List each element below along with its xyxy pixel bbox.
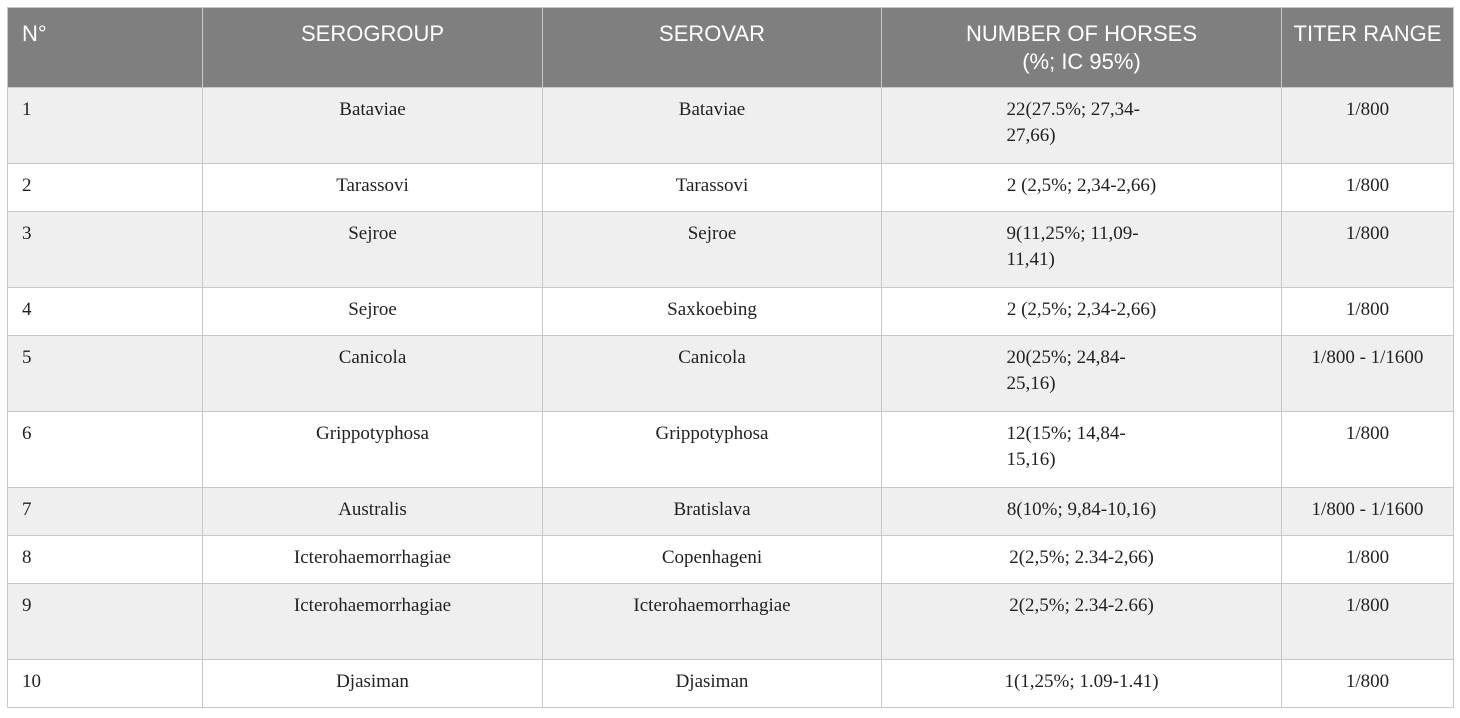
serovar-table: N° SEROGROUP SEROVAR NUMBER OF HORSES (%… [7, 7, 1454, 708]
cell-serogroup: Australis [202, 487, 543, 536]
cell-serovar: Icterohaemorrhagiae [542, 583, 882, 660]
cell-serovar: Grippotyphosa [542, 411, 882, 488]
cell-serogroup: Icterohaemorrhagiae [202, 583, 543, 660]
cell-serogroup: Sejroe [202, 211, 543, 288]
cell-horses: 22(27.5%; 27,34-27,66) [881, 87, 1282, 164]
cell-no: 2 [7, 163, 203, 212]
cell-titer: 1/800 [1281, 411, 1454, 488]
cell-titer: 1/800 [1281, 659, 1454, 708]
cell-serovar: Bataviae [542, 87, 882, 164]
table-row: 3 Sejroe Sejroe 9(11,25%; 11,09-11,41) 1… [7, 211, 1454, 288]
cell-titer: 1/800 [1281, 287, 1454, 336]
cell-horses-text: 1(1,25%; 1.09-1.41) [1004, 671, 1159, 692]
cell-titer: 1/800 [1281, 535, 1454, 584]
cell-horses: 9(11,25%; 11,09-11,41) [881, 211, 1282, 288]
table-row: 6 Grippotyphosa Grippotyphosa 12(15%; 14… [7, 411, 1454, 488]
cell-horses-text: 20(25%; 24,84-25,16) [1006, 347, 1126, 394]
cell-serovar: Canicola [542, 335, 882, 412]
cell-horses-text: 9(11,25%; 11,09-11,41) [1006, 223, 1139, 270]
cell-horses: 8(10%; 9,84-10,16) [881, 487, 1282, 536]
cell-serovar: Saxkoebing [542, 287, 882, 336]
cell-titer: 1/800 - 1/1600 [1281, 335, 1454, 412]
table-row: 8 Icterohaemorrhagiae Copenhageni 2(2,5%… [7, 535, 1454, 584]
cell-serogroup: Bataviae [202, 87, 543, 164]
cell-horses: 12(15%; 14,84-15,16) [881, 411, 1282, 488]
header-number-of-horses: NUMBER OF HORSES (%; IC 95%) [881, 7, 1282, 88]
cell-horses: 2 (2,5%; 2,34-2,66) [881, 287, 1282, 336]
cell-titer: 1/800 [1281, 163, 1454, 212]
table-row: 1 Bataviae Bataviae 22(27.5%; 27,34-27,6… [7, 87, 1454, 164]
cell-horses-text: 2 (2,5%; 2,34-2,66) [1006, 175, 1157, 196]
table-row: 4 Sejroe Saxkoebing 2 (2,5%; 2,34-2,66) … [7, 287, 1454, 336]
cell-no: 8 [7, 535, 203, 584]
cell-serogroup: Djasiman [202, 659, 543, 708]
cell-serovar: Sejroe [542, 211, 882, 288]
cell-serovar: Djasiman [542, 659, 882, 708]
table-row: 5 Canicola Canicola 20(25%; 24,84-25,16)… [7, 335, 1454, 412]
cell-horses-text: 2 (2,5%; 2,34-2,66) [1006, 299, 1157, 320]
header-row: N° SEROGROUP SEROVAR NUMBER OF HORSES (%… [7, 7, 1454, 88]
cell-no: 4 [7, 287, 203, 336]
cell-titer: 1/800 [1281, 87, 1454, 164]
header-number-of-horses-line2: (%; IC 95%) [1022, 49, 1141, 74]
cell-horses: 2(2,5%; 2.34-2.66) [881, 583, 1282, 660]
header-number-of-horses-line1: NUMBER OF HORSES [965, 21, 1198, 46]
header-serogroup: SEROGROUP [202, 7, 543, 88]
cell-titer: 1/800 [1281, 583, 1454, 660]
cell-no: 3 [7, 211, 203, 288]
cell-serogroup: Tarassovi [202, 163, 543, 212]
table-row: 10 Djasiman Djasiman 1(1,25%; 1.09-1.41)… [7, 659, 1454, 708]
cell-serogroup: Grippotyphosa [202, 411, 543, 488]
cell-no: 1 [7, 87, 203, 164]
cell-titer: 1/800 - 1/1600 [1281, 487, 1454, 536]
cell-titer: 1/800 [1281, 211, 1454, 288]
cell-serogroup: Canicola [202, 335, 543, 412]
cell-horses: 2(2,5%; 2.34-2,66) [881, 535, 1282, 584]
cell-no: 10 [7, 659, 203, 708]
table-row: 7 Australis Bratislava 8(10%; 9,84-10,16… [7, 487, 1454, 536]
cell-serovar: Bratislava [542, 487, 882, 536]
cell-horses-text: 12(15%; 14,84-15,16) [1006, 423, 1126, 470]
cell-horses: 1(1,25%; 1.09-1.41) [881, 659, 1282, 708]
cell-serogroup: Sejroe [202, 287, 543, 336]
table-row: 9 Icterohaemorrhagiae Icterohaemorrhagia… [7, 583, 1454, 660]
cell-horses-text: 2(2,5%; 2.34-2.66) [1009, 595, 1154, 616]
cell-horses: 2 (2,5%; 2,34-2,66) [881, 163, 1282, 212]
header-serovar: SEROVAR [542, 7, 882, 88]
cell-horses: 20(25%; 24,84-25,16) [881, 335, 1282, 412]
serovar-table-container: N° SEROGROUP SEROVAR NUMBER OF HORSES (%… [7, 7, 1454, 708]
cell-no: 7 [7, 487, 203, 536]
table-row: 2 Tarassovi Tarassovi 2 (2,5%; 2,34-2,66… [7, 163, 1454, 212]
cell-horses-text: 22(27.5%; 27,34-27,66) [1006, 99, 1141, 146]
cell-no: 6 [7, 411, 203, 488]
cell-horses-text: 8(10%; 9,84-10,16) [1006, 499, 1157, 520]
header-no: N° [7, 7, 203, 88]
header-titer-range: TITER RANGE [1281, 7, 1454, 88]
cell-no: 9 [7, 583, 203, 660]
cell-horses-text: 2(2,5%; 2.34-2,66) [1009, 547, 1154, 568]
cell-no: 5 [7, 335, 203, 412]
cell-serovar: Copenhageni [542, 535, 882, 584]
cell-serogroup: Icterohaemorrhagiae [202, 535, 543, 584]
cell-serovar: Tarassovi [542, 163, 882, 212]
